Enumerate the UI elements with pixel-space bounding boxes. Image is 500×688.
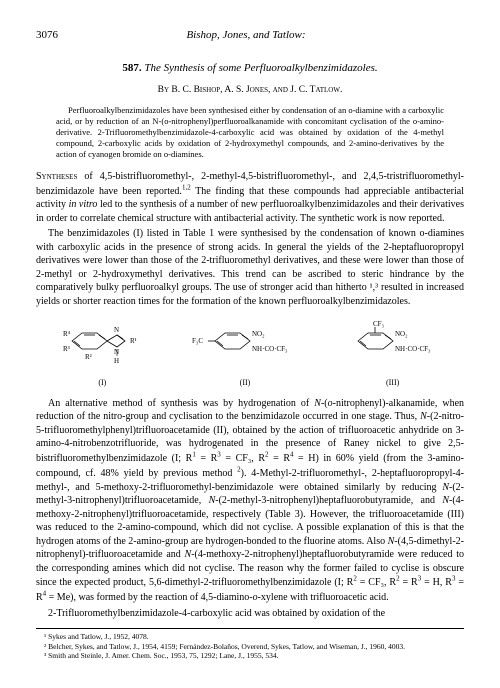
para1-text: of 4,5-bistrifluoromethyl-, 2-methyl-4,5… xyxy=(36,171,464,224)
footnote-1: ¹ Sykes and Tatlow, J., 1952, 4078. xyxy=(36,632,464,641)
svg-text:R⁴: R⁴ xyxy=(63,330,71,338)
header-authors: Bishop, Jones, and Tatlow: xyxy=(186,28,305,43)
svg-text:NH·CO·CF₃: NH·CO·CF₃ xyxy=(395,345,431,353)
structure-3-svg: CF₃ NO₂ NH·CO·CF₃ xyxy=(343,316,443,376)
footnote-2: ² Belcher, Sykes, and Tatlow, J., 1954, … xyxy=(36,642,464,651)
structure-1-label: (I) xyxy=(57,378,147,389)
byline-authors: B. C. Bishop, A. S. Jones, and J. C. Tat… xyxy=(171,85,342,95)
svg-text:F₃C: F₃C xyxy=(192,337,203,345)
paragraph-3: An alternative method of synthesis was b… xyxy=(36,397,464,605)
para3-text: An alternative method of synthesis was b… xyxy=(36,398,464,603)
svg-text:N: N xyxy=(114,348,119,356)
running-header: 3076 Bishop, Jones, and Tatlow: xyxy=(36,28,464,43)
chemical-structures-row: R⁴ R³ R² R¹ N N H (I) F₃C NO₂ NH·CO·CF₃ … xyxy=(36,316,464,389)
structure-2-svg: F₃C NO₂ NH·CO·CF₃ xyxy=(190,321,300,376)
svg-text:CF₃: CF₃ xyxy=(373,320,385,328)
structure-3-label: (III) xyxy=(343,378,443,389)
svg-text:NO₂: NO₂ xyxy=(395,330,408,338)
structure-3: CF₃ NO₂ NH·CO·CF₃ (III) xyxy=(343,316,443,389)
structure-1-svg: R⁴ R³ R² R¹ N N H xyxy=(57,321,147,376)
footnotes: ¹ Sykes and Tatlow, J., 1952, 4078. ² Be… xyxy=(36,628,464,660)
article-title: The Synthesis of some Perfluoroalkylbenz… xyxy=(144,62,377,74)
footnote-3: ³ Smith and Steinle, J. Amer. Chem. Soc.… xyxy=(36,651,464,660)
article-title-row: 587. The Synthesis of some Perfluoroalky… xyxy=(36,61,464,76)
svg-text:NO₂: NO₂ xyxy=(252,330,265,338)
svg-text:R²: R² xyxy=(85,353,92,361)
smallcaps-lead: Syntheses xyxy=(36,171,77,182)
structure-2: F₃C NO₂ NH·CO·CF₃ (II) xyxy=(190,321,300,389)
svg-text:R³: R³ xyxy=(63,345,70,353)
article-number: 587. xyxy=(122,62,141,74)
svg-text:R¹: R¹ xyxy=(130,337,137,345)
svg-text:N: N xyxy=(114,326,119,334)
byline-prefix: By xyxy=(158,85,169,95)
paragraph-1: Syntheses of 4,5-bistrifluoromethyl-, 2-… xyxy=(36,170,464,225)
paragraph-2: The benzimidazoles (I) listed in Table 1… xyxy=(36,227,464,308)
abstract: Perfluoroalkylbenzimidazoles have been s… xyxy=(56,105,444,160)
byline: By B. C. Bishop, A. S. Jones, and J. C. … xyxy=(36,84,464,97)
svg-text:NH·CO·CF₃: NH·CO·CF₃ xyxy=(252,345,288,353)
page-number: 3076 xyxy=(36,28,58,43)
structure-1: R⁴ R³ R² R¹ N N H (I) xyxy=(57,321,147,389)
structure-2-label: (II) xyxy=(190,378,300,389)
svg-text:H: H xyxy=(114,357,119,365)
paragraph-4: 2-Trifluoromethylbenzimidazole-4-carboxy… xyxy=(36,607,464,621)
